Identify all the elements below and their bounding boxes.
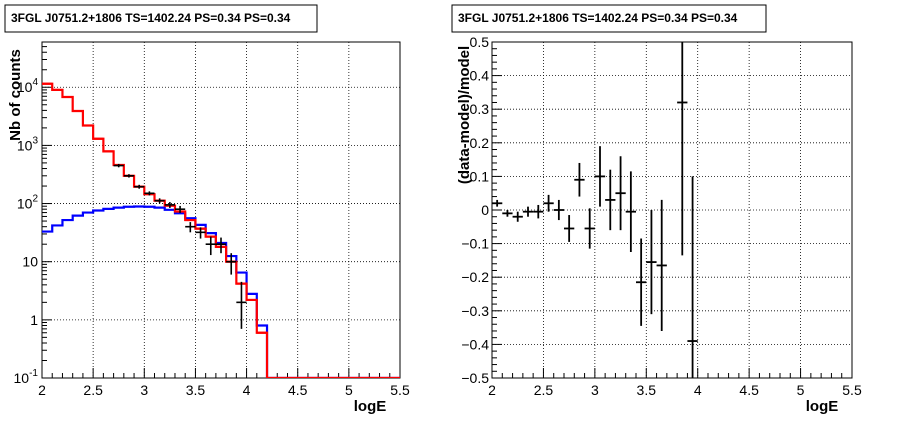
y-tick-label: 0.3 xyxy=(470,101,490,117)
series-residuals xyxy=(492,42,698,378)
y-tick-label: −0.3 xyxy=(461,303,489,319)
data-layer xyxy=(492,42,698,378)
x-axis-title: logE xyxy=(354,398,387,415)
y-tick-exponent: 2 xyxy=(32,194,38,205)
x-tick-label: 4.5 xyxy=(288,382,308,398)
x-tick-label: 2 xyxy=(488,382,496,398)
chart-panel-2: 3FGL J0751.2+1806 TS=1402.24 PS=0.34 PS=… xyxy=(451,4,862,415)
series-source-model xyxy=(42,205,400,378)
y-tick-label: 0.4 xyxy=(470,68,490,84)
y-tick-label: 10 xyxy=(22,254,38,270)
grid-lines xyxy=(492,42,852,378)
y-tick-label: −0.1 xyxy=(461,236,489,252)
plot-frame xyxy=(41,41,401,379)
x-tick-label: 4 xyxy=(694,382,702,398)
series-total-model xyxy=(42,82,400,378)
x-tick-label: 2.5 xyxy=(534,382,554,398)
y-tick-base: 10 xyxy=(14,370,30,386)
data-layer xyxy=(42,82,400,378)
x-tick-label: 5 xyxy=(345,382,353,398)
x-tick-label: 4.5 xyxy=(739,382,759,398)
y-tick-label: 0.5 xyxy=(470,34,490,50)
x-axis-title: logE xyxy=(806,398,839,415)
y-axis-title: (data-model)/model xyxy=(456,46,473,184)
model-step-line xyxy=(42,205,400,378)
model-step-line xyxy=(42,82,400,378)
y-tick-label: −0.4 xyxy=(461,336,489,352)
y-tick-label: −0.2 xyxy=(461,269,489,285)
y-tick-base: 10 xyxy=(17,137,33,153)
y-tick-label: −0.5 xyxy=(461,370,489,386)
y-tick-label: 104 xyxy=(17,77,39,95)
y-tick-base: 10 xyxy=(22,254,38,270)
y-tick-label: 102 xyxy=(17,194,39,212)
y-tick-base: 10 xyxy=(17,79,33,95)
series-data xyxy=(113,163,247,329)
y-tick-exponent: 4 xyxy=(32,77,38,88)
chart-title-box xyxy=(4,4,318,33)
x-tick-label: 3 xyxy=(591,382,599,398)
y-tick-label: 1 xyxy=(30,312,38,328)
y-tick-label: 10-1 xyxy=(14,368,39,386)
chart-title-box xyxy=(451,4,767,33)
y-tick-exponent: -1 xyxy=(29,368,38,379)
y-axis: −0.5 −0.4 −0.3 −0.2 −0.1 0 0.1 0.2 0.3 0.4 0.5(dat… xyxy=(456,34,502,386)
chart-panel-1: 3FGL J0751.2+1806 TS=1402.24 PS=0.34 PS=… xyxy=(4,4,410,415)
y-tick-base: 10 xyxy=(17,196,33,212)
y-tick-label: 0.1 xyxy=(470,168,490,184)
x-tick-label: 3 xyxy=(140,382,148,398)
x-tick-label: 3.5 xyxy=(637,382,657,398)
x-tick-label: 3.5 xyxy=(186,382,206,398)
x-tick-label: 2.5 xyxy=(83,382,103,398)
y-tick-exponent: 3 xyxy=(32,135,38,146)
x-tick-label: 4 xyxy=(243,382,251,398)
x-tick-label: 5 xyxy=(797,382,805,398)
y-tick-base: 1 xyxy=(30,312,38,328)
x-tick-label: 5.5 xyxy=(842,382,862,398)
y-axis-title: Nb of counts xyxy=(7,49,24,141)
chart-title: 3FGL J0751.2+1806 TS=1402.24 PS=0.34 PS=… xyxy=(458,11,738,25)
chart-title: 3FGL J0751.2+1806 TS=1402.24 PS=0.34 PS=… xyxy=(11,11,291,25)
y-tick-label: 0.2 xyxy=(470,135,490,151)
y-tick-label: 103 xyxy=(17,135,39,153)
x-tick-label: 5.5 xyxy=(390,382,410,398)
y-tick-label: 0 xyxy=(481,202,489,218)
x-tick-label: 2 xyxy=(38,382,46,398)
